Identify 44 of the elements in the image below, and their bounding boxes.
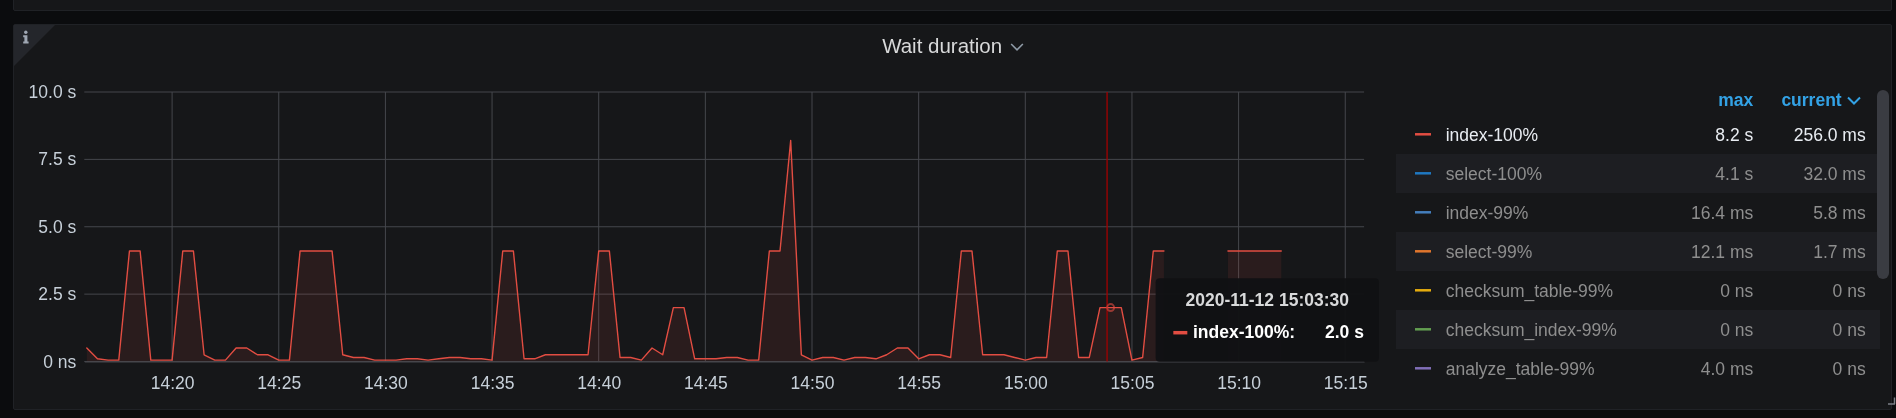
text: 0 ns — [1832, 358, 1866, 379]
text: 1.7 ms — [1813, 241, 1866, 262]
category-label: current — [1781, 90, 1842, 110]
x-tick-label: 15:10 — [1217, 372, 1262, 393]
y-tick-label: 0 ns — [43, 351, 77, 372]
text: 0 ns — [1720, 319, 1754, 340]
text: 0 ns — [1832, 319, 1866, 340]
x-tick-label: 15:15 — [1323, 372, 1368, 393]
chart-title: Wait duration — [882, 34, 1003, 57]
legend-label: select-100% — [1445, 163, 1543, 184]
x-tick-label: 15:00 — [1003, 372, 1048, 393]
x-tick-label: 14:45 — [683, 372, 728, 393]
x-tick-label: 14:50 — [790, 372, 835, 393]
text: 4.0 ms — [1700, 358, 1754, 379]
text: 5.8 ms — [1813, 202, 1866, 223]
legend-label: select-99% — [1445, 241, 1533, 262]
y-tick-label: 10.0 s — [28, 82, 77, 103]
text: 0 ns — [1832, 280, 1866, 301]
x-tick-label: 14:35 — [470, 372, 515, 393]
text: 0 ns — [1720, 280, 1754, 301]
legend-label: index-100% — [1445, 124, 1539, 145]
annotation: 2.0 s — [1324, 322, 1365, 343]
x-tick-label: 14:25 — [257, 372, 302, 393]
x-tick-label: 14:55 — [897, 372, 942, 393]
y-tick-label: 2.5 s — [38, 284, 77, 305]
legend-label: analyze_table-99% — [1445, 358, 1595, 380]
text: 8.2 s — [1715, 124, 1754, 145]
text: 4.1 s — [1715, 163, 1754, 184]
annotation: index-100%: — [1192, 322, 1296, 343]
category-label: max — [1718, 90, 1754, 110]
x-tick-label: 15:05 — [1110, 372, 1155, 393]
legend-label: checksum_table-99% — [1445, 280, 1614, 302]
annotation: 2020-11-12 15:03:30 — [1185, 290, 1350, 310]
legend-label: checksum_index-99% — [1445, 319, 1617, 341]
x-tick-label: 14:40 — [577, 372, 622, 393]
text: 256.0 ms — [1793, 124, 1866, 145]
text: 16.4 ms — [1691, 202, 1754, 223]
text: 32.0 ms — [1803, 163, 1866, 184]
y-tick-label: 5.0 s — [38, 216, 77, 237]
legend-label: index-99% — [1445, 202, 1529, 223]
text: 12.1 ms — [1691, 241, 1754, 262]
y-tick-label: 7.5 s — [38, 149, 77, 170]
x-tick-label: 14:20 — [150, 372, 195, 393]
x-tick-label: 14:30 — [364, 372, 409, 393]
